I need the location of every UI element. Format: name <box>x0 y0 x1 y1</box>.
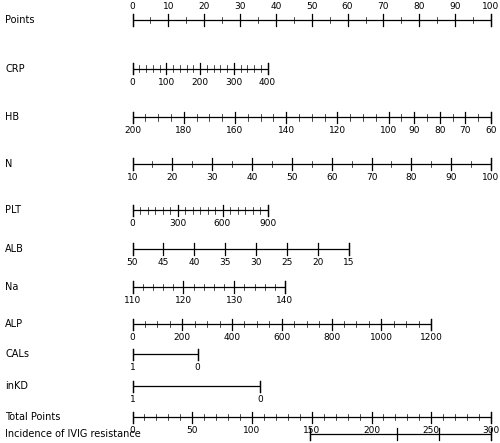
Text: 1200: 1200 <box>420 333 442 342</box>
Text: 300: 300 <box>225 78 242 86</box>
Text: 200: 200 <box>174 333 191 342</box>
Text: 0: 0 <box>194 363 200 372</box>
Text: 120: 120 <box>175 296 192 305</box>
Text: Incidence of IVIG resistance: Incidence of IVIG resistance <box>5 429 141 439</box>
Text: 50: 50 <box>186 426 198 435</box>
Text: 300: 300 <box>169 219 186 228</box>
Text: 400: 400 <box>224 333 240 342</box>
Text: 1000: 1000 <box>370 333 393 342</box>
Text: 100: 100 <box>482 173 500 182</box>
Text: 80: 80 <box>406 173 417 182</box>
Text: 180: 180 <box>175 126 192 135</box>
Text: 250: 250 <box>422 426 440 435</box>
Text: 50: 50 <box>286 173 298 182</box>
Text: 200: 200 <box>124 126 141 135</box>
Text: 100: 100 <box>380 126 397 135</box>
Text: 110: 110 <box>124 296 141 305</box>
Text: 70: 70 <box>378 2 389 11</box>
Text: 10: 10 <box>162 2 174 11</box>
Text: 400: 400 <box>259 78 276 86</box>
Text: 160: 160 <box>226 126 244 135</box>
Text: 10: 10 <box>127 173 138 182</box>
Text: 15: 15 <box>343 258 355 267</box>
Text: 100: 100 <box>244 426 260 435</box>
Text: Points: Points <box>5 15 34 25</box>
Text: 1: 1 <box>130 363 136 372</box>
Text: 0: 0 <box>130 219 136 228</box>
Text: 80: 80 <box>414 2 425 11</box>
Text: 40: 40 <box>188 258 200 267</box>
Text: N: N <box>5 159 12 169</box>
Text: 20: 20 <box>166 173 178 182</box>
Text: 40: 40 <box>270 2 281 11</box>
Text: 200: 200 <box>192 78 208 86</box>
Text: 25: 25 <box>282 258 293 267</box>
Text: 100: 100 <box>158 78 175 86</box>
Text: Total Points: Total Points <box>5 412 60 422</box>
Text: 20: 20 <box>312 258 324 267</box>
Text: 50: 50 <box>127 258 138 267</box>
Text: 70: 70 <box>460 126 471 135</box>
Text: 0: 0 <box>130 2 136 11</box>
Text: 150: 150 <box>303 426 320 435</box>
Text: 0: 0 <box>130 78 136 86</box>
Text: inKD: inKD <box>5 381 28 391</box>
Text: 90: 90 <box>408 126 420 135</box>
Text: 60: 60 <box>342 2 353 11</box>
Text: 80: 80 <box>434 126 446 135</box>
Text: PLT: PLT <box>5 206 21 215</box>
Text: 60: 60 <box>485 126 497 135</box>
Text: CRP: CRP <box>5 64 24 74</box>
Text: 200: 200 <box>363 426 380 435</box>
Text: 1: 1 <box>130 395 136 404</box>
Text: 600: 600 <box>214 219 231 228</box>
Text: 90: 90 <box>446 173 457 182</box>
Text: 30: 30 <box>206 173 218 182</box>
Text: Na: Na <box>5 282 18 292</box>
Text: HB: HB <box>5 113 19 122</box>
Text: 35: 35 <box>220 258 231 267</box>
Text: ALB: ALB <box>5 244 24 254</box>
Text: 600: 600 <box>273 333 290 342</box>
Text: 140: 140 <box>276 296 293 305</box>
Text: 0: 0 <box>130 426 136 435</box>
Text: 120: 120 <box>329 126 346 135</box>
Text: 900: 900 <box>259 219 276 228</box>
Text: 45: 45 <box>158 258 169 267</box>
Text: 40: 40 <box>246 173 258 182</box>
Text: 140: 140 <box>278 126 294 135</box>
Text: 70: 70 <box>366 173 378 182</box>
Text: 90: 90 <box>450 2 461 11</box>
Text: 130: 130 <box>226 296 243 305</box>
Text: 50: 50 <box>306 2 318 11</box>
Text: 20: 20 <box>198 2 210 11</box>
Text: 30: 30 <box>234 2 246 11</box>
Text: ALP: ALP <box>5 319 23 329</box>
Text: 0: 0 <box>130 333 136 342</box>
Text: 0: 0 <box>257 395 263 404</box>
Text: 30: 30 <box>250 258 262 267</box>
Text: 800: 800 <box>323 333 340 342</box>
Text: 300: 300 <box>482 426 500 435</box>
Text: CALs: CALs <box>5 350 29 359</box>
Text: 60: 60 <box>326 173 338 182</box>
Text: 100: 100 <box>482 2 500 11</box>
